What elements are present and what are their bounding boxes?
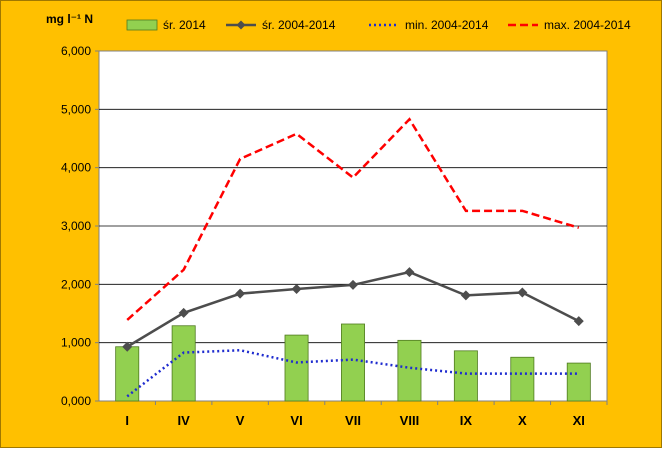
legend-label: śr. 2014 [163,18,206,32]
data-point-marker [291,284,302,294]
y-tick-label: 1,000 [61,336,91,350]
bar [115,346,140,402]
data-point-marker [235,288,246,299]
series-line [126,117,580,321]
y-axis-tick-labels: 0,000 1,000 2,000 3,000 4,000 5,000 6,000 [61,44,99,408]
x-tick-label: X [518,413,527,428]
y-tick-label: 2,000 [61,277,91,291]
x-tick-label: VIII [400,413,420,428]
bar [397,339,422,402]
legend-label: max. 2004-2014 [544,18,631,32]
y-tick-label: 0,000 [61,394,91,408]
y-tick-label: 5,000 [61,102,91,116]
legend-label: śr. 2004-2014 [262,18,336,32]
bar [510,356,535,402]
bar-series [115,323,591,402]
legend-swatch [126,19,158,31]
x-tick-label: XI [573,413,585,428]
x-tick-label: IX [460,413,473,428]
y-tick-label: 6,000 [61,44,91,58]
data-point-marker [460,290,471,301]
x-axis-tick-labels: I IV V VI VII VIII IX X XI [125,401,608,428]
x-tick-label: I [125,413,129,428]
x-tick-label: V [236,413,245,428]
data-point-marker [178,307,189,318]
data-point-marker [348,279,358,290]
bar [566,362,591,402]
x-tick-label: VI [290,413,302,428]
legend: śr. 2014 śr. 2004-2014 min. 2004-2014 max. … [126,18,631,32]
x-tick-label: IV [178,413,191,428]
x-tick-label: VII [345,413,361,428]
line-series [122,117,584,398]
y-axis-unit-label: mg l⁻¹ N [46,12,93,26]
bar [284,334,309,402]
bar [453,350,478,402]
series-line [126,348,579,398]
y-tick-label: 4,000 [61,161,91,175]
data-point-marker [404,267,415,278]
legend-marker [236,20,246,30]
y-tick-label: 3,000 [61,219,91,233]
data-point-marker [122,341,133,352]
legend-label: min. 2004-2014 [405,18,489,32]
data-point-marker [573,316,584,327]
bar [341,323,365,402]
data-point-marker [517,287,528,298]
bar [171,325,196,402]
